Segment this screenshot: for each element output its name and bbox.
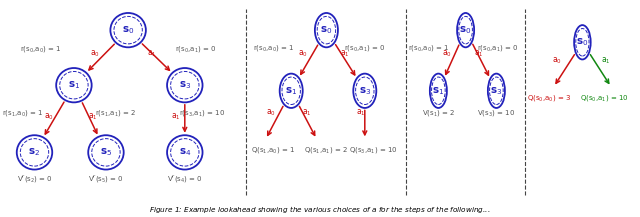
Text: s$_0$: s$_0$ [122, 24, 134, 36]
Ellipse shape [574, 25, 591, 59]
Text: Q(s$_0$,a$_1$) = 10: Q(s$_0$,a$_1$) = 10 [580, 93, 628, 103]
Ellipse shape [315, 13, 338, 47]
Text: s$_0$: s$_0$ [320, 24, 333, 36]
Text: s$_2$: s$_2$ [28, 146, 40, 158]
Text: s$_3$: s$_3$ [490, 85, 502, 97]
Text: V(s$_1$) = 2: V(s$_1$) = 2 [422, 108, 455, 118]
Text: r(s$_0$,a$_0$) = 1: r(s$_0$,a$_0$) = 1 [408, 43, 449, 53]
Text: a$_1$: a$_1$ [340, 48, 349, 59]
Text: s$_0$: s$_0$ [460, 24, 472, 36]
Text: r(s$_3$,a$_1$) = 10: r(s$_3$,a$_1$) = 10 [179, 108, 225, 118]
Text: a$_1$: a$_1$ [474, 48, 484, 59]
Text: a$_0$: a$_0$ [266, 107, 276, 117]
Ellipse shape [457, 13, 474, 47]
Text: s$_1$: s$_1$ [68, 79, 80, 91]
Text: Q(s$_0$,a$_0$) = 3: Q(s$_0$,a$_0$) = 3 [527, 93, 572, 103]
Text: r(s$_1$,a$_0$) = 1: r(s$_1$,a$_0$) = 1 [3, 108, 44, 118]
Text: Q(s$_3$,a$_1$) = 10: Q(s$_3$,a$_1$) = 10 [349, 145, 397, 155]
Text: s$_3$: s$_3$ [179, 79, 191, 91]
Text: V$^r$(s$_2$) = 0: V$^r$(s$_2$) = 0 [17, 174, 52, 185]
Text: a$_1$: a$_1$ [172, 112, 181, 122]
Ellipse shape [430, 74, 447, 108]
Ellipse shape [280, 74, 303, 108]
Text: a$_0$: a$_0$ [442, 48, 452, 59]
Text: V(s$_3$) = 10: V(s$_3$) = 10 [477, 108, 515, 118]
Text: a$_1$: a$_1$ [147, 48, 156, 59]
Text: a$_0$: a$_0$ [90, 48, 100, 59]
Text: a$_1$: a$_1$ [356, 107, 365, 117]
Text: V$^r$(s$_5$) = 0: V$^r$(s$_5$) = 0 [88, 174, 124, 185]
Text: s$_0$: s$_0$ [576, 36, 589, 48]
Text: a$_1$: a$_1$ [301, 107, 311, 117]
Text: a$_0$: a$_0$ [552, 56, 561, 66]
Text: s$_4$: s$_4$ [179, 146, 191, 158]
Ellipse shape [17, 135, 52, 169]
Text: a$_1$: a$_1$ [600, 56, 611, 66]
Text: r(s$_0$,a$_0$) = 1: r(s$_0$,a$_0$) = 1 [20, 44, 61, 54]
Ellipse shape [167, 135, 202, 169]
Ellipse shape [110, 13, 146, 47]
Text: Figure 1: Example lookahead showing the various choices of $a$ for the steps of : Figure 1: Example lookahead showing the … [149, 204, 491, 215]
Ellipse shape [488, 74, 505, 108]
Text: s$_1$: s$_1$ [432, 85, 445, 97]
Text: Q(s$_1$,a$_0$) = 1: Q(s$_1$,a$_0$) = 1 [252, 145, 295, 155]
Text: s$_5$: s$_5$ [100, 146, 112, 158]
Ellipse shape [56, 68, 92, 102]
Text: a$_1$: a$_1$ [88, 112, 97, 122]
Text: V$^r$(s$_4$) = 0: V$^r$(s$_4$) = 0 [167, 174, 203, 185]
Ellipse shape [167, 68, 202, 102]
Text: r(s$_0$,a$_1$) = 0: r(s$_0$,a$_1$) = 0 [344, 43, 385, 53]
Text: Q(s$_1$,a$_1$) = 2: Q(s$_1$,a$_1$) = 2 [304, 145, 348, 155]
Text: r(s$_0$,a$_1$) = 0: r(s$_0$,a$_1$) = 0 [477, 43, 519, 53]
Text: a$_0$: a$_0$ [298, 48, 308, 59]
Text: r(s$_1$,a$_1$) = 2: r(s$_1$,a$_1$) = 2 [95, 108, 136, 118]
Text: r(s$_0$,a$_0$) = 1: r(s$_0$,a$_0$) = 1 [253, 43, 294, 53]
Text: r(s$_0$,a$_1$) = 0: r(s$_0$,a$_1$) = 0 [175, 44, 216, 54]
Text: s$_3$: s$_3$ [358, 85, 371, 97]
Ellipse shape [353, 74, 376, 108]
Text: s$_1$: s$_1$ [285, 85, 298, 97]
Text: a$_0$: a$_0$ [44, 112, 54, 122]
Ellipse shape [88, 135, 124, 169]
